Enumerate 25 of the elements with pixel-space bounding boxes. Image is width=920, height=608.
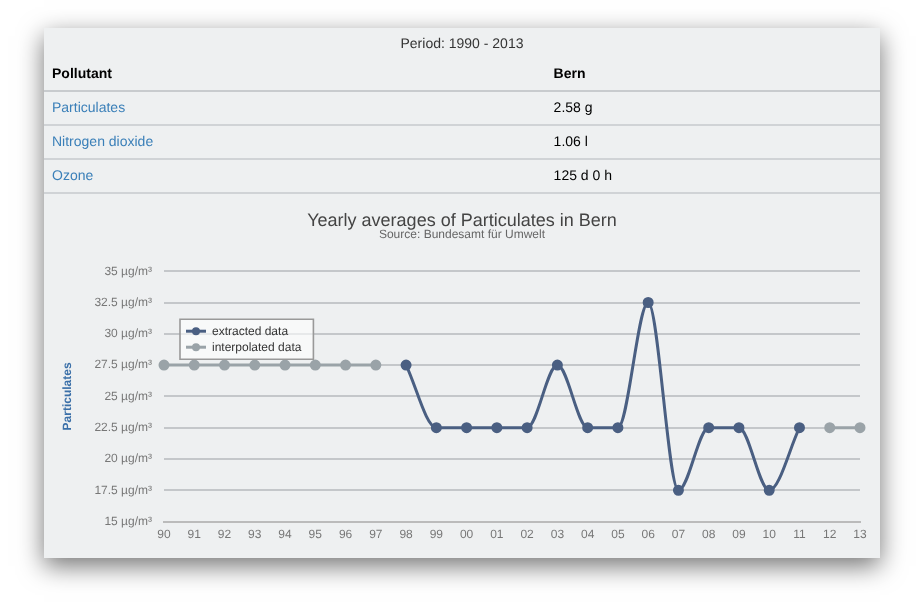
point (763, 484, 775, 496)
point (249, 359, 261, 371)
point (793, 422, 805, 434)
point (672, 484, 684, 496)
point (854, 422, 866, 434)
point (430, 422, 442, 434)
point (642, 297, 654, 308)
point (703, 422, 715, 434)
point (461, 422, 473, 434)
point (219, 359, 231, 371)
point (158, 359, 170, 371)
point (340, 359, 352, 371)
point (824, 422, 836, 434)
point (309, 359, 321, 371)
point (521, 422, 533, 434)
point (370, 359, 382, 371)
point (491, 422, 503, 434)
point (582, 422, 594, 434)
chart-title: Yearly averages of Particulates in Bern (305, 210, 619, 230)
point (612, 422, 624, 434)
point (733, 422, 745, 434)
point (279, 359, 291, 371)
point (400, 359, 412, 371)
point (188, 359, 200, 371)
point (551, 359, 563, 371)
